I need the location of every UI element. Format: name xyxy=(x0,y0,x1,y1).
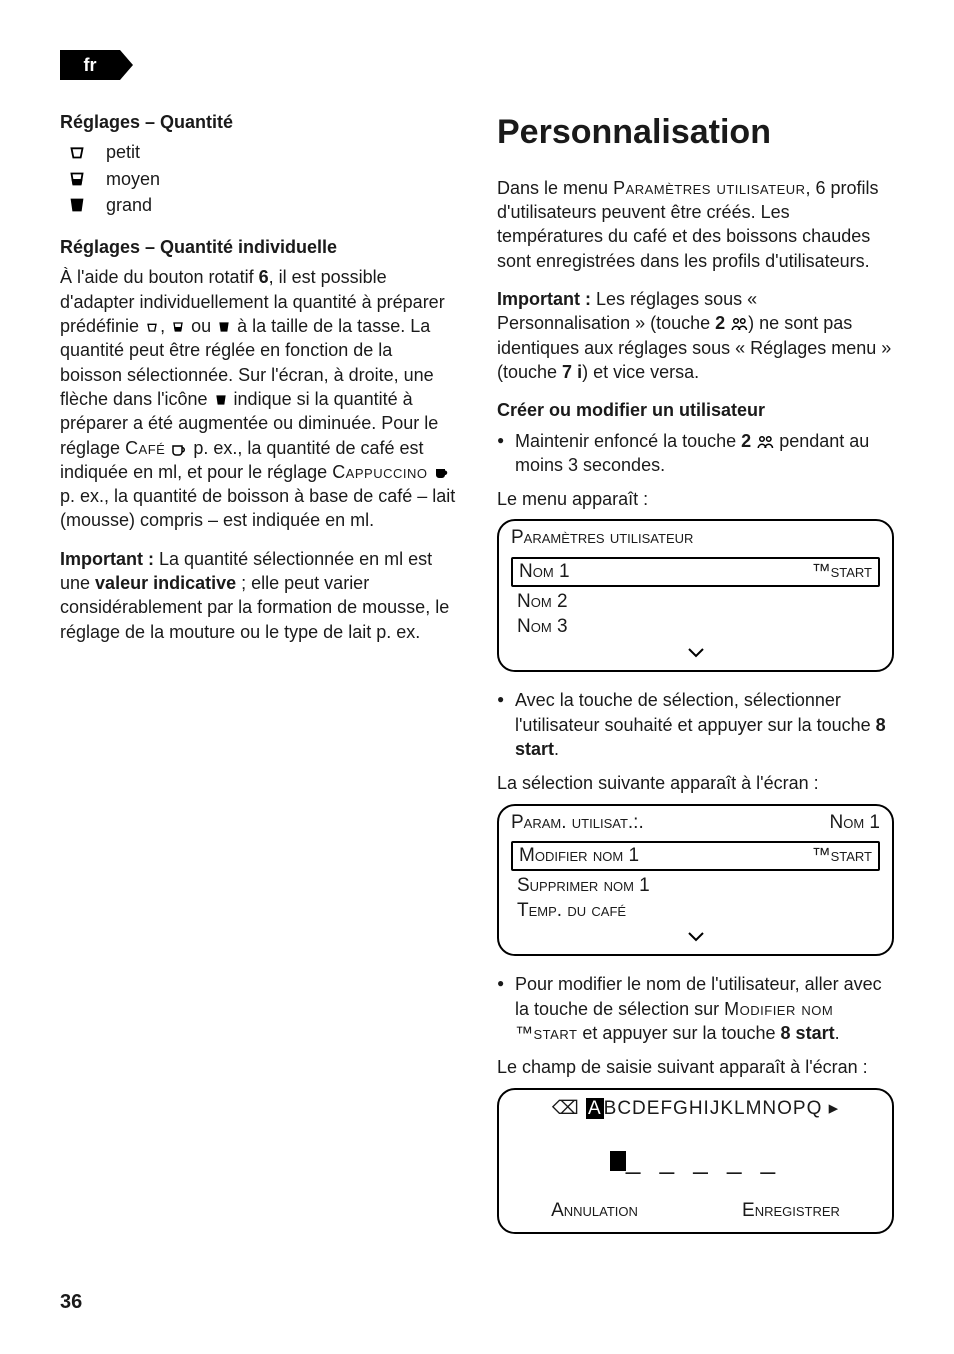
display-row: Supprimer nom 1 xyxy=(511,873,880,899)
cup-large-icon xyxy=(66,194,88,216)
step-list-1: Maintenir enfoncé la touche 2 pendant au… xyxy=(497,429,894,478)
cafe-label: Café xyxy=(125,438,165,458)
display-user-list: Paramètres utilisateur Nom 1 ™start Nom … xyxy=(497,519,894,672)
left-column: Réglages – Quantité petit moyen grand Ré… xyxy=(60,110,457,1291)
keyboard-row: ⌫ ABCDEFGHIJKLMNOPQ ▸ xyxy=(499,1090,892,1126)
display-row: Temp. du café xyxy=(511,898,880,924)
cappuccino-label: Cappuccino xyxy=(332,462,427,482)
paragraph-individual: À l'aide du bouton rotatif 6, il est pos… xyxy=(60,265,457,532)
right-column: Personnalisation Dans le menu Paramètres… xyxy=(497,110,894,1291)
cancel-label: Annulation xyxy=(551,1198,638,1224)
display-user-params: Param. utilisat.:. Nom 1 Modifier nom 1 … xyxy=(497,804,894,957)
cappuccino-cup-icon xyxy=(433,463,451,481)
menu-appears-text: Le menu apparaît : xyxy=(497,487,894,511)
display-row: Nom 2 xyxy=(511,589,880,615)
step-select-user: Avec la touche de sélection, sélectionne… xyxy=(497,688,894,761)
size-label: moyen xyxy=(106,167,160,191)
size-list: petit moyen grand xyxy=(60,140,457,217)
display-actions: Annulation Enregistrer xyxy=(499,1192,892,1232)
step-hold-button: Maintenir enfoncé la touche 2 pendant au… xyxy=(497,429,894,478)
cursor-line: _ _ _ _ _ xyxy=(499,1125,892,1192)
language-tab: fr xyxy=(60,50,120,80)
page-root: fr Réglages – Quantité petit moyen grand xyxy=(0,0,954,1354)
cup-small-icon xyxy=(144,319,160,335)
language-code: fr xyxy=(84,55,97,76)
cup-large-icon xyxy=(216,319,232,335)
display-selected-row: Nom 1 ™start xyxy=(511,557,880,587)
display-row: Nom 3 xyxy=(511,614,880,640)
display-down-arrow xyxy=(499,926,892,954)
display-selected-row: Modifier nom 1 ™start xyxy=(511,841,880,871)
paragraph-important: Important : La quantité sélectionnée en … xyxy=(60,547,457,644)
display-title: Paramètres utilisateur xyxy=(499,521,892,553)
paragraph-intro: Dans le menu Paramètres utilisateur, 6 p… xyxy=(497,176,894,273)
display-title: Param. utilisat.:. Nom 1 xyxy=(499,806,892,838)
espresso-cup-icon xyxy=(170,441,188,457)
page-number: 36 xyxy=(60,1291,894,1314)
two-column-layout: Réglages – Quantité petit moyen grand Ré… xyxy=(60,110,894,1291)
size-label: grand xyxy=(106,193,152,217)
after-selection-text: La sélection suivante apparaît à l'écran… xyxy=(497,771,894,795)
chevron-down-icon xyxy=(686,646,706,660)
keyboard-highlight: A xyxy=(586,1098,604,1119)
user-icon xyxy=(756,434,774,450)
heading-create-user: Créer ou modifier un utilisateur xyxy=(497,398,894,422)
user-icon xyxy=(730,316,748,332)
heading-quantity: Réglages – Quantité xyxy=(60,110,457,134)
size-row-small: petit xyxy=(66,140,457,164)
cup-small-icon xyxy=(66,141,88,163)
cup-arrow-icon xyxy=(213,392,229,408)
paragraph-important-right: Important : Les réglages sous « Personna… xyxy=(497,287,894,384)
display-name-editor: ⌫ ABCDEFGHIJKLMNOPQ ▸ _ _ _ _ _ Annulati… xyxy=(497,1088,894,1234)
size-label: petit xyxy=(106,140,140,164)
display-down-arrow xyxy=(499,642,892,670)
input-field-intro: Le champ de saisie suivant apparaît à l'… xyxy=(497,1055,894,1079)
save-label: Enregistrer xyxy=(742,1198,840,1224)
size-row-large: grand xyxy=(66,193,457,217)
cup-medium-icon xyxy=(170,319,186,335)
step-list-3: Pour modifier le nom de l'utilisateur, a… xyxy=(497,972,894,1045)
heading-individual: Réglages – Quantité individuelle xyxy=(60,235,457,259)
step-modify-name: Pour modifier le nom de l'utilisateur, a… xyxy=(497,972,894,1045)
step-list-2: Avec la touche de sélection, sélectionne… xyxy=(497,688,894,761)
size-row-medium: moyen xyxy=(66,167,457,191)
cup-medium-icon xyxy=(66,168,88,190)
chevron-down-icon xyxy=(686,930,706,944)
heading-personnalisation: Personnalisation xyxy=(497,110,894,156)
cursor-block-icon xyxy=(610,1151,626,1171)
